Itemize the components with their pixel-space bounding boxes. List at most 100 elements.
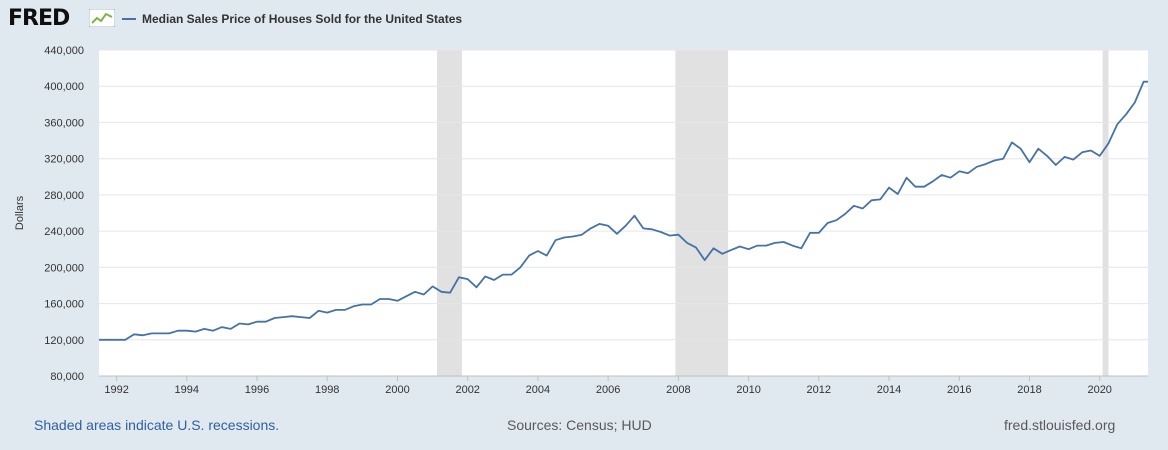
data-point <box>264 320 268 324</box>
line-chart: 80,000 120,000 160,000 200,000 240,000 280,00… <box>14 45 1148 396</box>
site-link[interactable]: fred.stlouisfed.org <box>1004 417 1116 433</box>
plot-area <box>99 50 1148 376</box>
chart-legend: Median Sales Price of Houses Sold for th… <box>122 12 462 26</box>
data-point <box>694 246 698 250</box>
data-point <box>97 338 101 342</box>
data-point <box>290 314 294 318</box>
data-point <box>1107 142 1111 146</box>
data-point <box>703 258 707 262</box>
data-point <box>800 247 804 251</box>
y-tick-label: 360,000 <box>44 117 84 129</box>
data-point <box>817 231 821 235</box>
data-point <box>615 232 619 236</box>
data-point <box>1054 163 1058 167</box>
recession-bands <box>437 50 1109 376</box>
data-point <box>940 173 944 177</box>
data-point <box>440 290 444 294</box>
y-tick-label: 280,000 <box>44 190 84 202</box>
data-point <box>589 227 593 231</box>
data-point <box>325 311 329 315</box>
x-tick-label: 2010 <box>736 384 760 396</box>
recession-band-2 <box>1102 50 1109 376</box>
data-point <box>1010 141 1014 145</box>
data-point <box>633 214 637 218</box>
x-tick-label: 2020 <box>1087 384 1111 396</box>
sources-text: Sources: Census; HUD <box>507 417 652 433</box>
data-point <box>1116 123 1120 127</box>
x-tick-label: 2008 <box>666 384 690 396</box>
data-point <box>378 297 382 301</box>
data-point <box>510 273 514 277</box>
recession-band-0 <box>437 50 462 376</box>
data-point <box>843 212 847 216</box>
data-point <box>1072 158 1076 162</box>
data-point <box>404 295 408 299</box>
fred-logo[interactable]: FRED <box>8 6 70 31</box>
data-point <box>571 235 575 239</box>
data-point <box>993 159 997 163</box>
data-point <box>431 285 435 289</box>
data-point <box>1080 151 1084 155</box>
data-point <box>141 334 145 338</box>
data-point <box>861 207 865 211</box>
data-point <box>887 186 891 190</box>
data-point <box>554 238 558 242</box>
data-point <box>167 332 171 336</box>
x-axis-ticks: 1992 1994 1996 1998 2000 2002 2004 2006 2008 2010… <box>104 376 1112 396</box>
y-tick-label: 320,000 <box>44 154 84 166</box>
data-point <box>501 273 505 277</box>
data-point <box>808 231 812 235</box>
data-point <box>448 291 452 295</box>
recession-note-link[interactable]: Shaded areas indicate U.S. recessions. <box>34 417 280 433</box>
data-point <box>246 323 250 327</box>
data-point <box>1142 80 1146 84</box>
data-point <box>132 333 136 337</box>
data-point <box>782 240 786 244</box>
legend-swatch <box>122 18 136 20</box>
data-point <box>185 329 189 333</box>
y-tick-label: 120,000 <box>44 335 84 347</box>
y-tick-label: 400,000 <box>44 81 84 93</box>
data-point <box>343 308 347 312</box>
data-point <box>738 245 742 249</box>
data-point <box>712 247 716 251</box>
data-point <box>747 247 751 251</box>
data-point <box>150 332 154 336</box>
data-point <box>659 230 663 234</box>
data-point <box>1001 157 1005 161</box>
x-tick-label: 2004 <box>526 384 550 396</box>
data-point <box>492 278 496 282</box>
x-tick-label: 2016 <box>947 384 971 396</box>
series-line <box>97 80 1148 342</box>
x-tick-label: 1998 <box>315 384 339 396</box>
data-point <box>1124 113 1128 117</box>
data-point <box>536 249 540 253</box>
data-point <box>483 275 487 279</box>
data-point <box>870 199 874 203</box>
data-point <box>229 327 233 331</box>
data-point <box>387 297 391 301</box>
gridlines <box>99 49 1148 341</box>
data-point <box>396 299 400 303</box>
series-line-0 <box>99 80 1148 341</box>
x-tick-label: 1992 <box>104 384 128 396</box>
data-point <box>1028 161 1032 165</box>
x-tick-label: 2006 <box>596 384 620 396</box>
data-point <box>966 171 970 175</box>
mini-line-chart-icon <box>89 9 115 27</box>
data-point <box>624 224 628 228</box>
data-point <box>773 241 777 245</box>
data-point <box>1098 154 1102 158</box>
data-point <box>299 315 303 319</box>
data-point <box>905 176 909 180</box>
data-point <box>334 308 338 312</box>
data-point <box>273 316 277 320</box>
legend-label: Median Sales Price of Houses Sold for th… <box>142 12 463 26</box>
data-point <box>124 338 128 342</box>
y-tick-label: 80,000 <box>50 371 84 383</box>
data-point <box>106 338 110 342</box>
data-point <box>598 222 602 226</box>
data-point <box>211 329 215 333</box>
data-point <box>466 277 470 281</box>
x-tick-label: 2014 <box>877 384 901 396</box>
